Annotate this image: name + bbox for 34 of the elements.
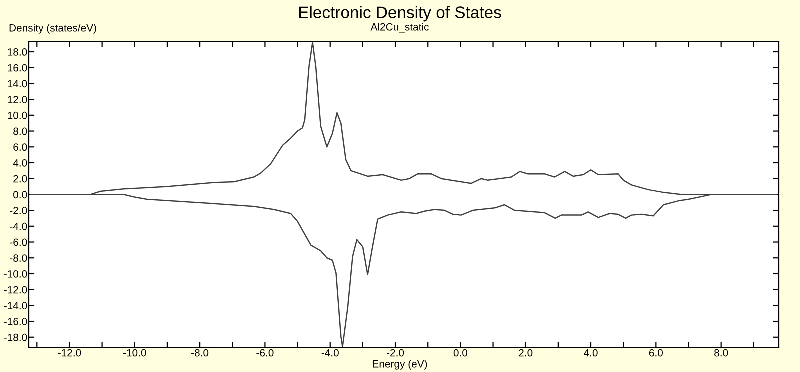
y-tick-label: -6.0 <box>10 238 28 246</box>
x-tick-label: 0.0 <box>454 349 468 357</box>
y-tick-label: -12.0 <box>4 286 28 294</box>
y-tick-label: -16.0 <box>4 318 28 326</box>
x-tick-label: -2.0 <box>387 349 404 357</box>
x-tick-label: 8.0 <box>714 349 728 357</box>
y-tick-label: -18.0 <box>4 334 28 342</box>
x-tick-label: -4.0 <box>322 349 339 357</box>
x-tick-label: 6.0 <box>649 349 664 357</box>
y-tick-label: -4.0 <box>10 222 28 230</box>
chart-subtitle: Al2Cu_static <box>370 23 429 33</box>
y-tick-label: 0.0 <box>14 191 28 199</box>
y-tick-label: -8.0 <box>10 254 28 262</box>
y-tick-label: 2.0 <box>14 175 28 183</box>
x-tick-label: -12.0 <box>58 349 82 357</box>
x-tick-label: 4.0 <box>584 349 598 357</box>
y-tick-label: 16.0 <box>8 64 28 72</box>
x-axis-title: Energy (eV) <box>373 360 428 370</box>
x-tick-label: -10.0 <box>123 349 146 357</box>
y-tick-label: -2.0 <box>10 207 28 214</box>
y-tick-label: 12.0 <box>8 96 28 104</box>
y-tick-label: 4.0 <box>13 159 28 167</box>
y-axis-title: Density (states/eV) <box>10 24 96 34</box>
y-tick-label: 18.0 <box>8 48 28 56</box>
chart-title: Electronic Density of States <box>299 6 502 22</box>
x-tick-label: 2.0 <box>519 349 533 357</box>
y-tick-label: 6.0 <box>14 144 28 152</box>
x-tick-label: -6.0 <box>256 349 274 357</box>
y-tick-label: 8.0 <box>14 128 28 136</box>
y-tick-label: 10.0 <box>8 112 28 120</box>
y-tick-label: -14.0 <box>4 302 28 310</box>
y-tick-label: 14.0 <box>8 80 28 88</box>
x-tick-label: -8.0 <box>192 349 209 357</box>
y-tick-label: -10.0 <box>4 270 28 278</box>
